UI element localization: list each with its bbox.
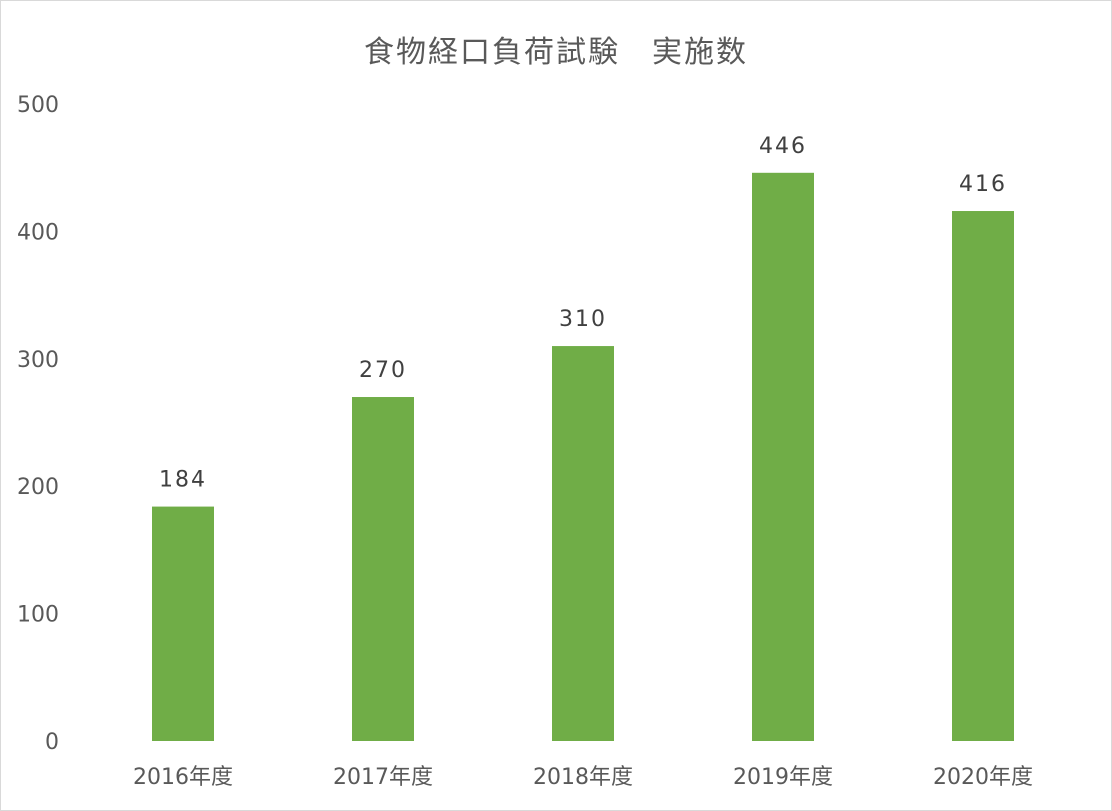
data-labels: 184 270 310 446 416 [159,134,1007,493]
bar [752,172,814,741]
bar [552,346,614,741]
bar-value-label: 416 [959,172,1007,197]
bar [952,211,1014,742]
y-tick-label: 400 [17,220,59,245]
y-axis-ticks: 0 100 200 300 400 500 [17,93,59,755]
bar-value-label: 184 [159,468,207,493]
bar-value-label: 270 [359,358,407,383]
y-tick-label: 300 [17,348,59,373]
x-tick-label: 2018年度 [533,765,633,790]
y-tick-label: 100 [17,603,59,628]
bars [152,172,1014,742]
x-tick-label: 2016年度 [133,765,233,790]
chart-title: 食物経口負荷試験 実施数 [364,35,748,70]
x-axis-ticks: 2016年度 2017年度 2018年度 2019年度 2020年度 [133,765,1033,790]
x-tick-label: 2020年度 [933,765,1033,790]
bar-value-label: 310 [559,307,607,332]
x-tick-label: 2019年度 [733,765,833,790]
bar-value-label: 446 [759,134,807,159]
bar [352,397,414,741]
y-tick-label: 0 [45,730,59,755]
bar [152,506,214,741]
y-tick-label: 200 [17,475,59,500]
x-tick-label: 2017年度 [333,765,433,790]
y-tick-label: 500 [17,93,59,118]
